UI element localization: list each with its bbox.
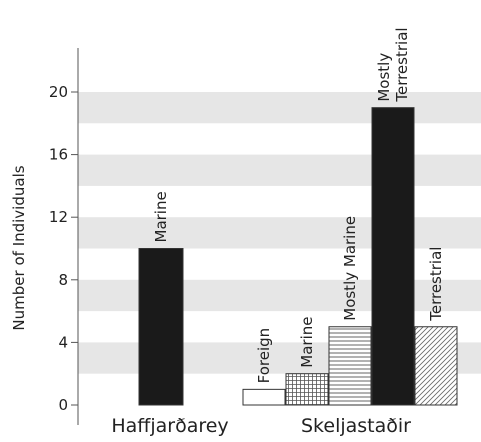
- grid-band: [78, 154, 481, 186]
- y-axis: 0 4 8 12 16 20: [49, 48, 79, 425]
- bar: [371, 107, 415, 406]
- category-labels: Haffjarðarey Skeljastaðir: [111, 415, 411, 437]
- y-tick-label: 8: [58, 271, 68, 289]
- bar: [414, 326, 458, 406]
- grid-band: [78, 92, 481, 124]
- category-label: Skeljastaðir: [301, 415, 411, 437]
- bar-label: Mostly: [375, 53, 393, 102]
- y-tick-label: 0: [58, 396, 68, 414]
- y-tick-label: 16: [49, 146, 68, 164]
- grid-band: [78, 217, 481, 249]
- y-axis-label: Number of Individuals: [10, 165, 28, 330]
- bar-label: Marine: [152, 191, 170, 242]
- bar: [138, 248, 184, 406]
- bar-label: Terrestrial: [427, 247, 445, 322]
- bar: [285, 373, 329, 406]
- bar-label: Foreign: [255, 328, 273, 384]
- y-tick-label: 4: [58, 333, 68, 351]
- bar-label: Terrestrial: [393, 27, 411, 102]
- bar: [328, 326, 372, 406]
- grid-band: [78, 279, 481, 312]
- y-tick-label: 20: [49, 83, 68, 101]
- bar-label: Mostly Marine: [341, 216, 359, 321]
- bar-label: Marine: [298, 316, 316, 367]
- y-tick-label: 12: [49, 208, 68, 226]
- bar: [242, 388, 286, 406]
- category-label: Haffjarðarey: [111, 415, 228, 437]
